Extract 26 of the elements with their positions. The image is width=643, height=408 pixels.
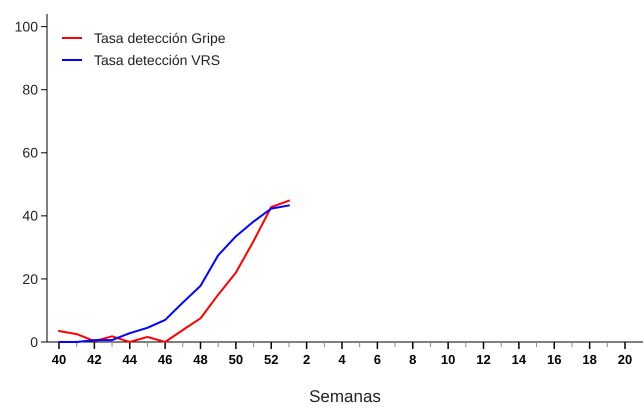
x-tick-label: 40 [52, 352, 66, 367]
x-tick-label: 50 [228, 352, 244, 367]
x-tick-label: 46 [158, 352, 172, 367]
x-tick-label: 16 [547, 352, 562, 367]
x-tick-label: 14 [512, 352, 527, 367]
y-tick-label: 40 [22, 208, 38, 224]
x-axis-title: Semanas [309, 387, 381, 406]
y-tick-label: 60 [22, 144, 38, 161]
x-tick-label: 2 [303, 352, 310, 367]
x-tick-label: 8 [409, 352, 416, 367]
x-tick-label: 44 [122, 352, 138, 367]
y-tick-label: 20 [22, 270, 38, 287]
legend-label: Tasa detección Gripe [94, 30, 226, 46]
x-tick-label: 42 [87, 352, 102, 367]
x-tick-label: 4 [338, 352, 346, 367]
x-tick-label: 20 [618, 352, 632, 367]
legend-label: Tasa detección VRS [94, 52, 220, 68]
y-tick-label: 0 [30, 334, 38, 350]
x-tick-label: 12 [476, 352, 491, 367]
y-tick-label: 80 [22, 82, 38, 98]
x-tick-label: 48 [193, 352, 208, 367]
x-tick-label: 10 [440, 352, 456, 367]
x-tick-label: 6 [374, 352, 381, 367]
y-tick-label: 100 [14, 18, 38, 35]
x-tick-label: 52 [264, 352, 278, 367]
x-tick-label: 18 [582, 352, 597, 367]
